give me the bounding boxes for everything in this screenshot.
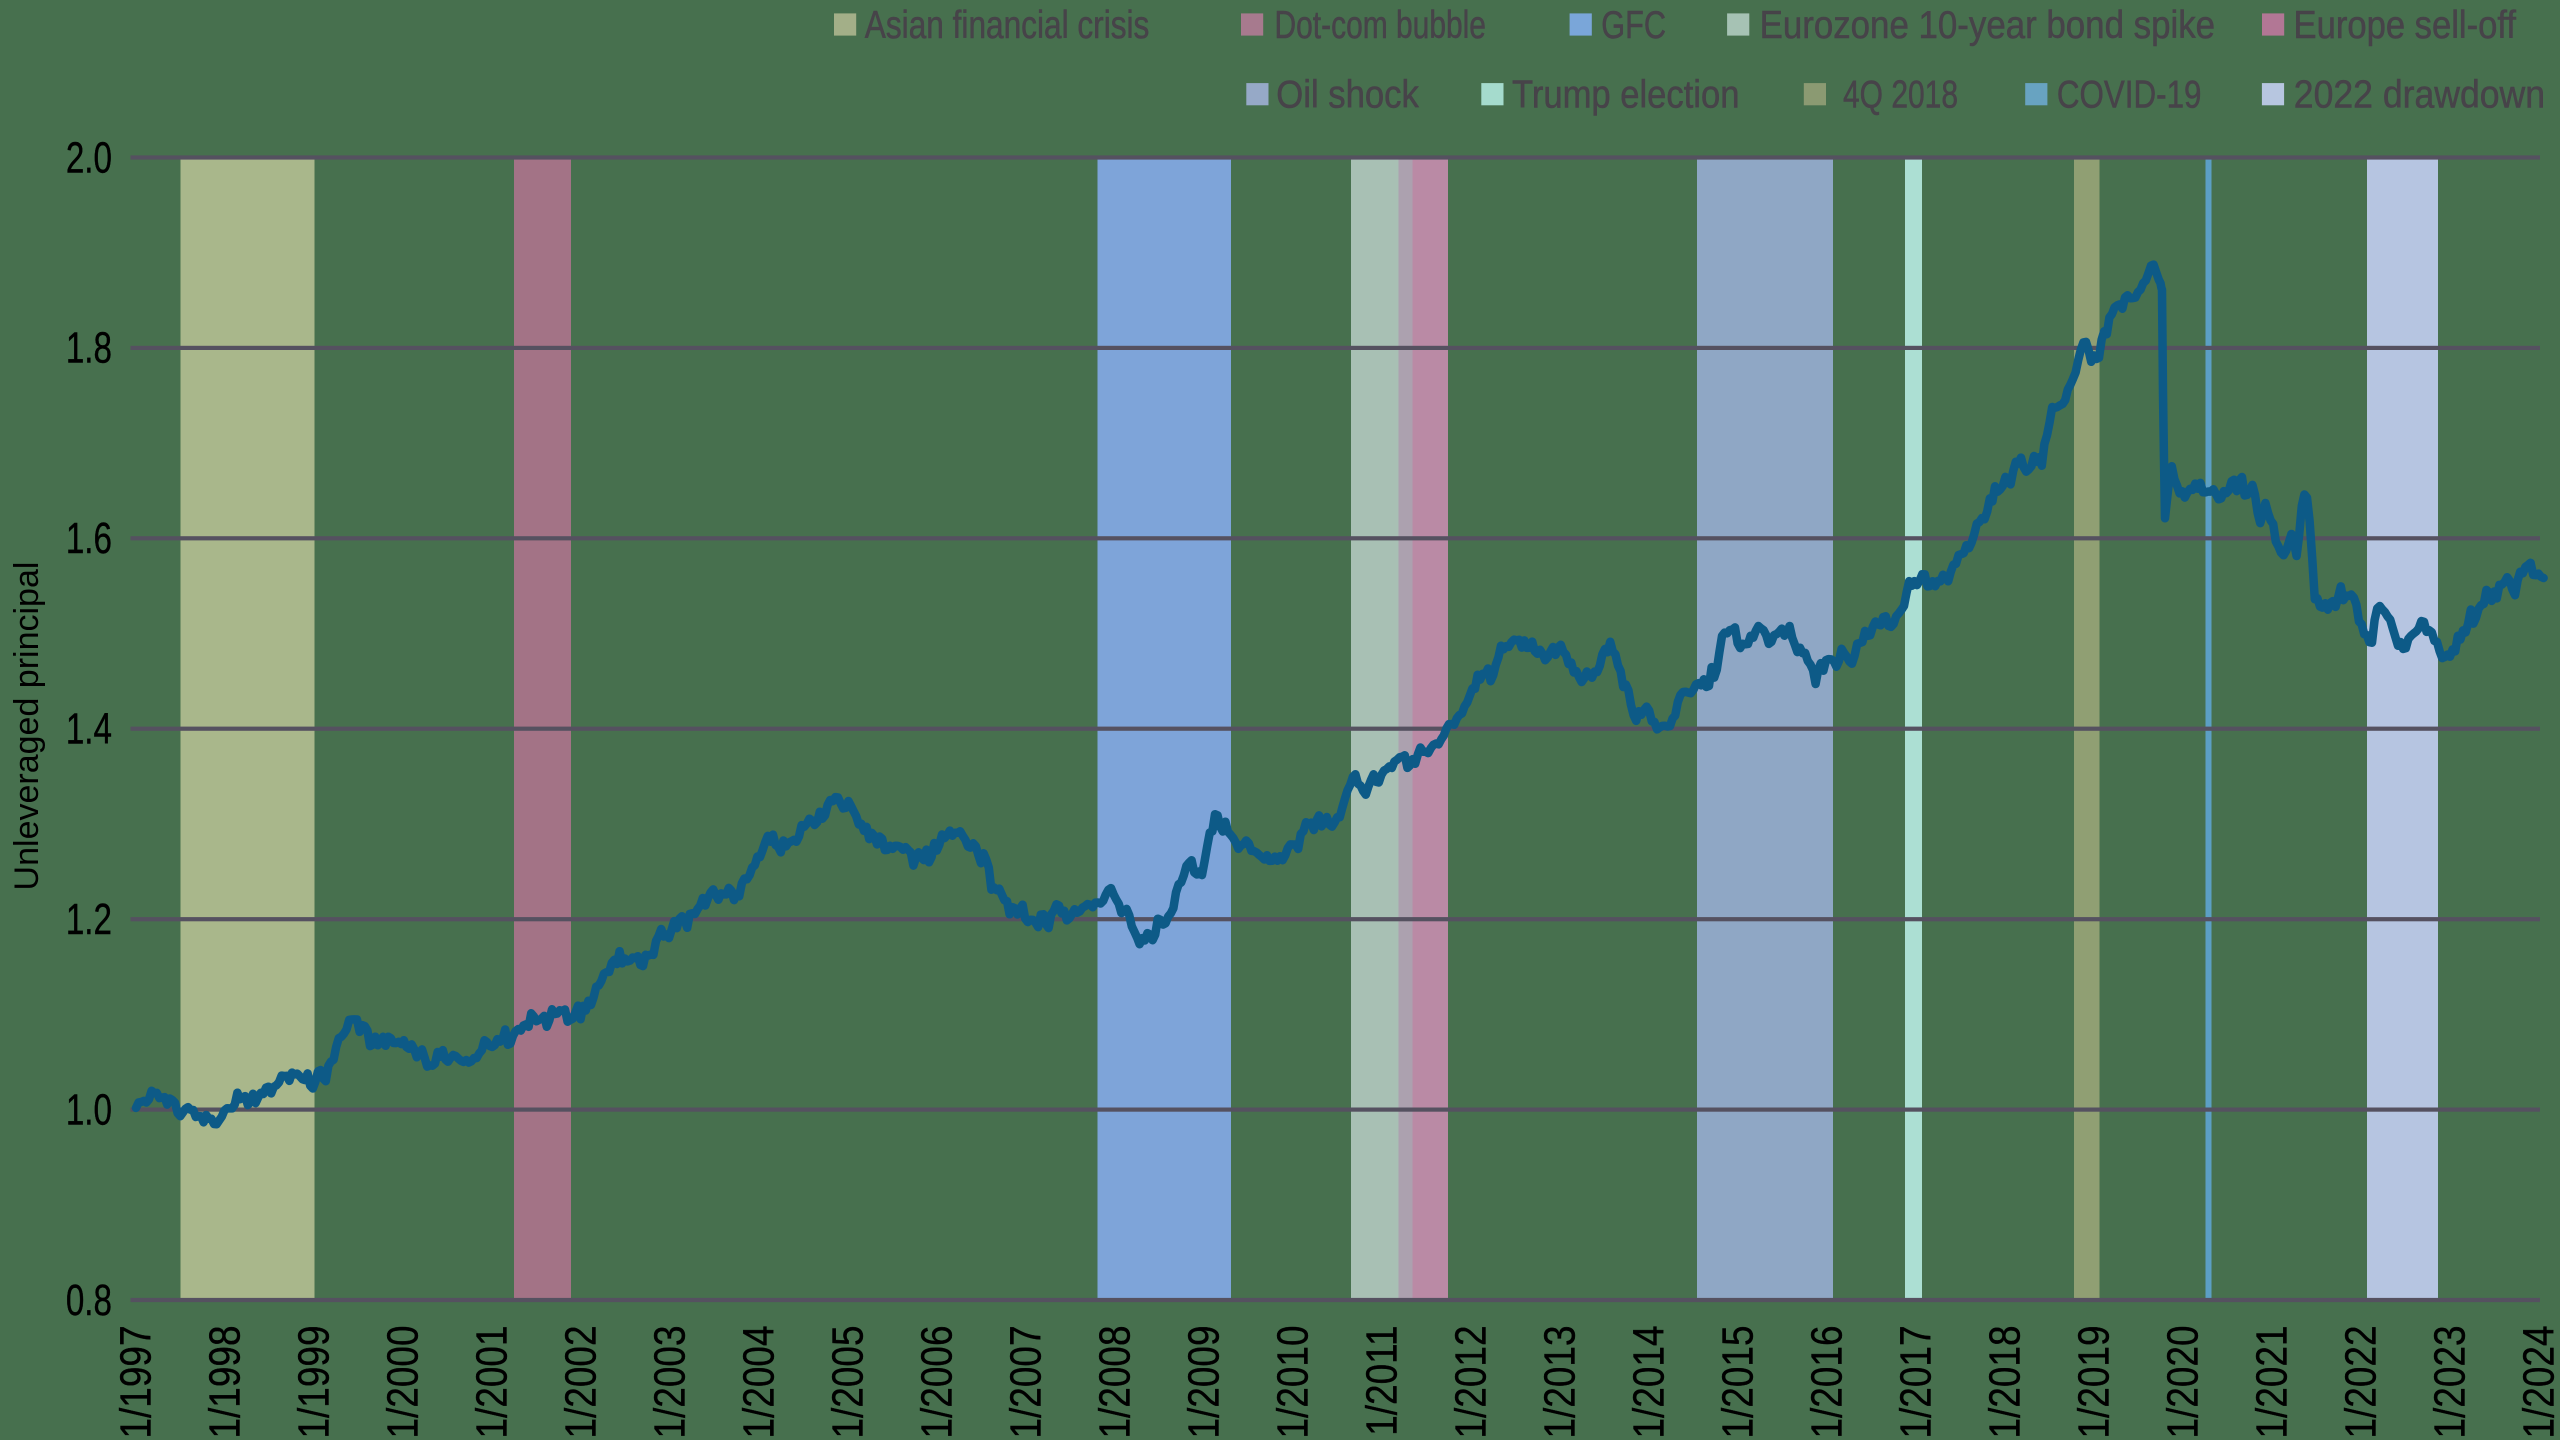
svg-text:Asian financial crisis: Asian financial crisis bbox=[865, 3, 1150, 47]
svg-text:Trump election: Trump election bbox=[1512, 73, 1739, 116]
svg-text:COVID-19: COVID-19 bbox=[2057, 72, 2202, 116]
svg-text:GFC: GFC bbox=[1601, 4, 1666, 47]
svg-text:1/2002: 1/2002 bbox=[556, 1326, 606, 1439]
svg-text:1/2012: 1/2012 bbox=[1446, 1326, 1496, 1439]
svg-text:Europe sell-off: Europe sell-off bbox=[2294, 3, 2517, 46]
svg-text:1/1999: 1/1999 bbox=[289, 1326, 339, 1439]
svg-text:1/2024: 1/2024 bbox=[2514, 1326, 2560, 1439]
svg-text:2022 drawdown: 2022 drawdown bbox=[2294, 72, 2545, 116]
svg-text:Oil shock: Oil shock bbox=[1276, 73, 1419, 116]
svg-text:1/2008: 1/2008 bbox=[1090, 1326, 1140, 1439]
svg-text:Eurozone 10-year bond spike: Eurozone 10-year bond spike bbox=[1760, 2, 2215, 46]
svg-text:1/2013: 1/2013 bbox=[1535, 1326, 1585, 1439]
svg-text:1/2020: 1/2020 bbox=[2158, 1326, 2208, 1439]
svg-text:1/2015: 1/2015 bbox=[1713, 1326, 1763, 1439]
svg-text:1.6: 1.6 bbox=[66, 515, 112, 564]
svg-text:1.0: 1.0 bbox=[66, 1086, 112, 1135]
svg-text:1/2023: 1/2023 bbox=[2425, 1326, 2475, 1439]
svg-text:1/2003: 1/2003 bbox=[645, 1326, 695, 1439]
svg-text:1/2017: 1/2017 bbox=[1891, 1326, 1941, 1439]
svg-text:1/2019: 1/2019 bbox=[2069, 1326, 2119, 1439]
svg-text:1.2: 1.2 bbox=[66, 896, 112, 945]
svg-text:4Q 2018: 4Q 2018 bbox=[1843, 73, 1958, 117]
svg-text:1/2007: 1/2007 bbox=[1001, 1326, 1051, 1439]
svg-text:1/2014: 1/2014 bbox=[1624, 1326, 1674, 1439]
svg-text:1/2011: 1/2011 bbox=[1357, 1326, 1407, 1436]
svg-text:2.0: 2.0 bbox=[66, 134, 112, 183]
svg-text:1/2006: 1/2006 bbox=[912, 1326, 962, 1439]
svg-text:1/2000: 1/2000 bbox=[378, 1326, 428, 1439]
svg-text:1/2016: 1/2016 bbox=[1802, 1326, 1852, 1439]
svg-text:1/2001: 1/2001 bbox=[467, 1326, 517, 1439]
svg-text:1/2010: 1/2010 bbox=[1268, 1326, 1318, 1439]
svg-text:1/2005: 1/2005 bbox=[823, 1326, 873, 1439]
svg-text:Unleveraged principal: Unleveraged principal bbox=[8, 562, 46, 891]
svg-text:1/2004: 1/2004 bbox=[734, 1326, 784, 1439]
svg-text:0.8: 0.8 bbox=[66, 1276, 112, 1325]
svg-text:1/2021: 1/2021 bbox=[2247, 1326, 2297, 1439]
svg-text:1/2009: 1/2009 bbox=[1179, 1326, 1229, 1439]
svg-text:1/2018: 1/2018 bbox=[1980, 1326, 2030, 1439]
svg-text:1/1998: 1/1998 bbox=[200, 1326, 250, 1439]
svg-text:1/2022: 1/2022 bbox=[2336, 1326, 2386, 1439]
svg-text:1.8: 1.8 bbox=[66, 324, 112, 373]
svg-text:1.4: 1.4 bbox=[66, 705, 112, 754]
svg-text:1/1997: 1/1997 bbox=[111, 1326, 161, 1439]
svg-text:Dot-com bubble: Dot-com bubble bbox=[1275, 3, 1486, 47]
